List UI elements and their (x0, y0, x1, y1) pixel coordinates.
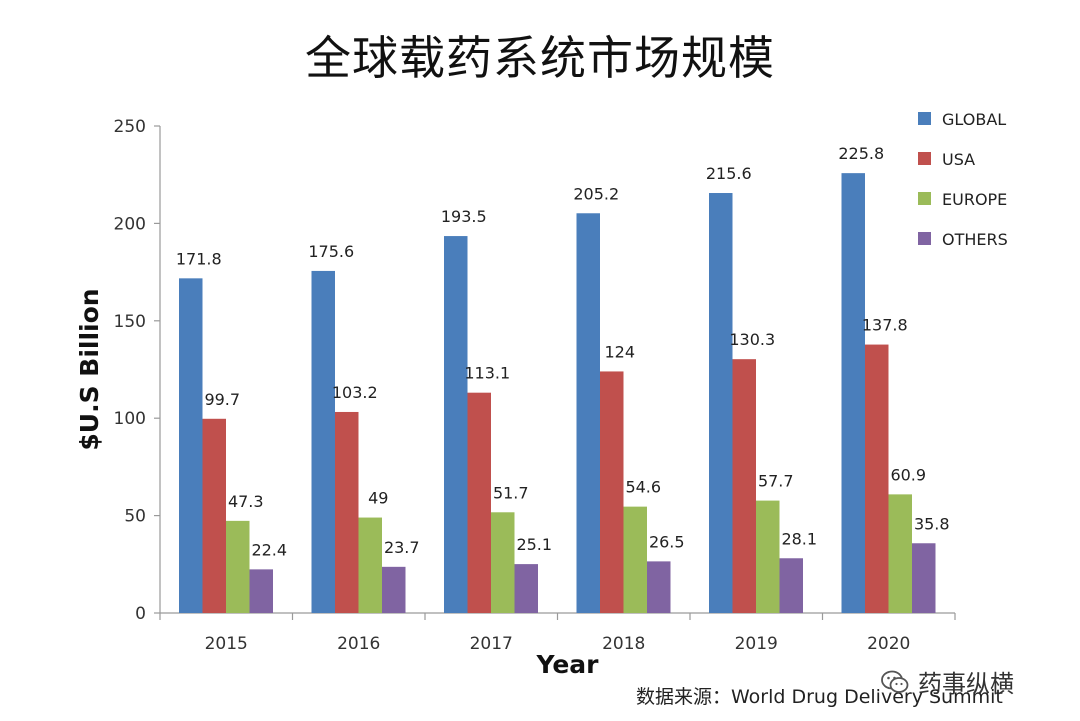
bar-europe (226, 520, 250, 613)
legend-label-usa: USA (942, 150, 975, 169)
bar-others (912, 543, 936, 613)
legend-label-europe: EUROPE (942, 190, 1007, 209)
data-label: 171.8 (176, 249, 222, 268)
legend-label-global: GLOBAL (942, 110, 1006, 129)
bar-europe (756, 500, 780, 613)
bar-usa (335, 411, 359, 613)
bar-others (514, 564, 538, 613)
x-axis-title: Year (536, 650, 600, 679)
bar-europe (623, 506, 647, 613)
data-label: 175.6 (308, 242, 354, 261)
data-label: 26.5 (649, 532, 685, 551)
x-tick-label: 2020 (867, 634, 910, 654)
data-label: 54.6 (625, 478, 661, 497)
data-label: 28.1 (781, 529, 817, 548)
data-label: 124 (604, 342, 635, 361)
data-label: 137.8 (862, 316, 908, 335)
bar-global (841, 173, 865, 613)
bar-usa (202, 418, 226, 613)
data-label: 51.7 (493, 483, 529, 502)
bar-global (576, 213, 600, 614)
y-tick-label: 250 (114, 117, 146, 137)
x-tick-label: 2017 (470, 634, 513, 654)
y-axis-title: $U.S Billion (75, 288, 104, 450)
bar-europe (358, 517, 382, 613)
data-label: 130.3 (729, 330, 775, 349)
legend-label-others: OTHERS (942, 230, 1008, 249)
x-tick-label: 2018 (602, 634, 645, 654)
x-tick-label: 2016 (337, 634, 380, 654)
bar-others (779, 558, 803, 613)
legend-swatch-global (918, 112, 931, 125)
bar-others (249, 569, 273, 613)
legend-swatch-europe (918, 192, 931, 205)
data-label: 23.7 (384, 538, 420, 557)
y-tick-label: 200 (114, 214, 146, 234)
bar-usa (865, 344, 889, 613)
x-tick-label: 2015 (205, 634, 248, 654)
data-label: 225.8 (838, 144, 884, 163)
bar-global (179, 278, 203, 613)
bar-others (647, 561, 671, 613)
bar-usa (600, 371, 624, 613)
data-labels: 171.8 175.6 193.5 205.2 215.6 225.8 99.7 103.2 1… (176, 144, 950, 559)
y-tick-label: 100 (114, 409, 146, 429)
data-label: 49 (368, 489, 388, 508)
source-note: 数据来源：World Drug Delivery Summit (636, 686, 1003, 708)
y-tick-label: 0 (135, 604, 146, 624)
data-label: 25.1 (516, 535, 552, 554)
wechat-icon (881, 670, 909, 693)
bar-usa (732, 359, 756, 613)
data-label: 99.7 (204, 390, 240, 409)
data-label: 35.8 (914, 514, 950, 533)
data-label: 57.7 (758, 472, 794, 491)
watermark-text: 药事纵横 (918, 670, 1014, 698)
y-tick-label: 150 (114, 312, 146, 332)
axes: 0 50 100 150 200 250 $U.S Billion Year 2015 2016 2… (75, 117, 956, 679)
watermark: 药事纵横 (880, 664, 1014, 699)
x-tick-label: 2019 (735, 634, 778, 654)
bar-global (444, 236, 468, 613)
data-label: 47.3 (228, 492, 264, 511)
data-label: 103.2 (332, 383, 378, 402)
bar-europe (491, 512, 515, 613)
bar-usa (467, 392, 491, 613)
data-label: 215.6 (706, 164, 752, 183)
chart-title: 全球载药系统市场规模 (305, 31, 775, 85)
legend: GLOBAL USA EUROPE OTHERS (918, 110, 1008, 249)
legend-swatch-others (918, 232, 931, 245)
data-label: 22.4 (251, 540, 287, 559)
bar-others (382, 566, 406, 613)
bars (179, 173, 936, 614)
data-label: 113.1 (464, 364, 510, 383)
bar-global (709, 193, 733, 613)
data-label: 60.9 (890, 465, 926, 484)
data-label: 193.5 (441, 207, 487, 226)
bar-europe (888, 494, 912, 613)
data-label: 205.2 (573, 184, 619, 203)
bar-global (311, 270, 335, 613)
y-tick-label: 50 (124, 507, 146, 527)
legend-swatch-usa (918, 152, 931, 165)
